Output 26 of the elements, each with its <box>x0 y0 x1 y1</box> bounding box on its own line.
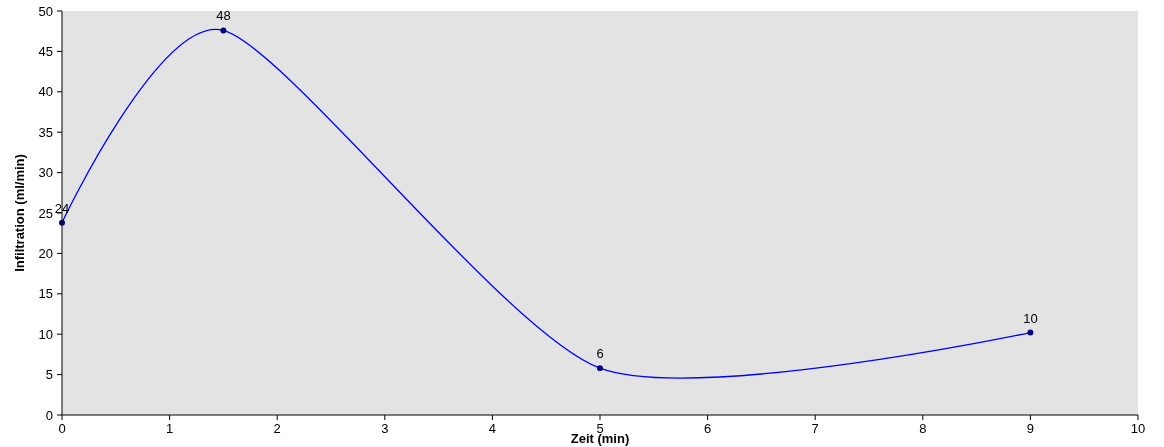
x-tick-label: 2 <box>273 421 281 436</box>
y-tick-label: 25 <box>38 205 53 221</box>
x-tick-label: 10 <box>1130 421 1146 436</box>
y-tick-label: 40 <box>38 84 53 100</box>
x-tick-label: 1 <box>165 421 174 436</box>
y-tick-label: 30 <box>38 165 53 181</box>
x-tick-label: 3 <box>381 421 389 436</box>
data-label: 6 <box>596 346 604 362</box>
y-tick-label: 10 <box>38 326 53 342</box>
y-tick-label: 20 <box>38 245 53 261</box>
x-tick-label: 7 <box>811 421 819 436</box>
y-axis-title: Infiltration (ml/min) <box>12 154 27 272</box>
y-tick-label: 35 <box>38 124 53 140</box>
x-tick-label: 9 <box>1026 421 1035 436</box>
x-tick-label: 8 <box>919 421 927 436</box>
y-tick-label: 45 <box>38 43 53 59</box>
x-tick-label: 4 <box>488 421 497 436</box>
x-tick-label: 0 <box>58 421 66 436</box>
y-tick-label: 50 <box>38 3 53 19</box>
y-tick-label: 0 <box>45 407 53 423</box>
data-label: 24 <box>54 200 70 216</box>
x-tick-label: 6 <box>703 421 712 436</box>
y-tick-label: 5 <box>45 367 53 383</box>
y-tick-label: 15 <box>38 286 53 302</box>
data-label: 48 <box>216 8 231 24</box>
data-label: 10 <box>1023 310 1038 326</box>
